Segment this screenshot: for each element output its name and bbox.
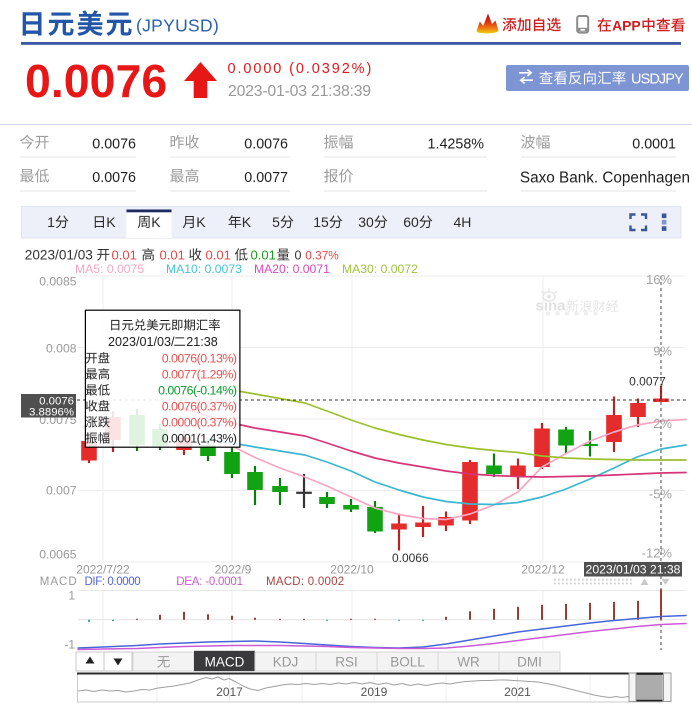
- svg-text:15: 15: [313, 214, 329, 230]
- svg-text:2023/01/03/: 2023/01/03/: [108, 335, 175, 349]
- svg-text:DIF: 0.0000: DIF: 0.0000: [85, 576, 141, 588]
- svg-text:0.0076: 0.0076: [25, 55, 167, 107]
- svg-text:30: 30: [358, 214, 374, 230]
- svg-text:0.0065: 0.0065: [39, 548, 76, 562]
- svg-text:3.8896%: 3.8896%: [29, 407, 74, 419]
- svg-text:16%: 16%: [646, 272, 672, 287]
- svg-text:-5%: -5%: [649, 487, 673, 502]
- svg-text:1: 1: [47, 214, 55, 230]
- svg-text:2022/10: 2022/10: [330, 563, 374, 577]
- svg-text:MA5: 0.0075: MA5: 0.0075: [75, 262, 144, 276]
- svg-text:MA10: 0.0073: MA10: 0.0073: [166, 262, 242, 276]
- svg-text:0.0000(0.37%): 0.0000(0.37%): [162, 416, 237, 430]
- svg-text:1.4258%: 1.4258%: [428, 136, 485, 152]
- svg-text:0.0076(0.13%): 0.0076(0.13%): [162, 352, 237, 366]
- svg-text:60: 60: [403, 214, 419, 230]
- svg-text:0.0076: 0.0076: [92, 136, 136, 152]
- svg-text:MA30: 0.0072: MA30: 0.0072: [342, 262, 418, 276]
- svg-text:0.01: 0.01: [160, 248, 185, 263]
- svg-text:0.0077: 0.0077: [629, 375, 666, 389]
- svg-text:2023-01-03 21:38:39: 2023-01-03 21:38:39: [228, 83, 371, 100]
- svg-text:0.0076: 0.0076: [92, 170, 136, 186]
- svg-text:MACD: MACD: [40, 576, 78, 588]
- svg-text:MACD: 0.0002: MACD: 0.0002: [266, 576, 344, 588]
- svg-text:APP: APP: [612, 18, 641, 34]
- svg-text:2019: 2019: [361, 685, 388, 699]
- svg-text:2017: 2017: [216, 685, 243, 699]
- svg-text:0.01: 0.01: [112, 248, 137, 263]
- svg-text:0.0076: 0.0076: [39, 396, 74, 408]
- svg-text:0.0076(-0.14%): 0.0076(-0.14%): [158, 384, 237, 398]
- svg-text:0.0076(0.37%): 0.0076(0.37%): [162, 400, 237, 414]
- svg-text:0: 0: [295, 249, 302, 263]
- svg-text:2022/7/22: 2022/7/22: [76, 563, 130, 577]
- svg-text:K: K: [151, 214, 161, 230]
- svg-text:0.37%: 0.37%: [305, 249, 339, 263]
- svg-text:USDJPY: USDJPY: [631, 71, 684, 87]
- svg-text:Saxo Bank. Copenhagen: Saxo Bank. Copenhagen: [520, 170, 690, 187]
- svg-text:4H: 4H: [454, 214, 472, 230]
- svg-text:0.0001(1.43%): 0.0001(1.43%): [162, 432, 237, 446]
- svg-text:WR: WR: [457, 655, 480, 670]
- svg-text:sina: sina: [536, 298, 567, 315]
- svg-text:0.007: 0.007: [46, 484, 77, 498]
- svg-text:2%: 2%: [653, 416, 672, 431]
- svg-text:2022/9: 2022/9: [215, 563, 252, 577]
- svg-text:21:38: 21:38: [186, 335, 218, 349]
- svg-text:RSI: RSI: [335, 655, 358, 670]
- svg-text:0.01: 0.01: [251, 248, 276, 263]
- svg-text:MACD: MACD: [205, 655, 245, 670]
- svg-text:K: K: [242, 214, 252, 230]
- svg-text:2023/01/03 21:38: 2023/01/03 21:38: [586, 563, 681, 577]
- svg-text:KDJ: KDJ: [273, 655, 299, 670]
- svg-text:-12%: -12%: [642, 546, 673, 561]
- svg-text:MA20: 0.0071: MA20: 0.0071: [254, 262, 330, 276]
- svg-text:BOLL: BOLL: [390, 655, 425, 670]
- svg-text:K: K: [196, 214, 206, 230]
- svg-text:9%: 9%: [653, 344, 672, 359]
- svg-text:0.008: 0.008: [46, 342, 77, 356]
- svg-text:2023/01/03: 2023/01/03: [25, 248, 93, 263]
- svg-text:DMI: DMI: [517, 655, 542, 670]
- svg-text:0.0076: 0.0076: [244, 136, 288, 152]
- svg-text:0.0001: 0.0001: [632, 136, 676, 152]
- svg-text:0.01: 0.01: [206, 248, 231, 263]
- svg-text:(JPYUSD): (JPYUSD): [136, 15, 219, 35]
- svg-text:1: 1: [68, 589, 75, 603]
- svg-text:-1: -1: [64, 637, 75, 651]
- svg-text:DEA: -0.0001: DEA: -0.0001: [176, 576, 243, 588]
- svg-text:K: K: [106, 214, 116, 230]
- svg-text:2022/12: 2022/12: [521, 563, 565, 577]
- svg-text:5: 5: [272, 214, 280, 230]
- svg-text:0.0000 (0.0392%): 0.0000 (0.0392%): [228, 61, 374, 77]
- svg-text:0.0066: 0.0066: [392, 551, 429, 565]
- svg-text:0.0085: 0.0085: [39, 275, 76, 289]
- svg-text:0.0077: 0.0077: [244, 170, 288, 186]
- svg-text:2021: 2021: [504, 685, 531, 699]
- svg-text:0.0077(1.29%): 0.0077(1.29%): [162, 368, 237, 382]
